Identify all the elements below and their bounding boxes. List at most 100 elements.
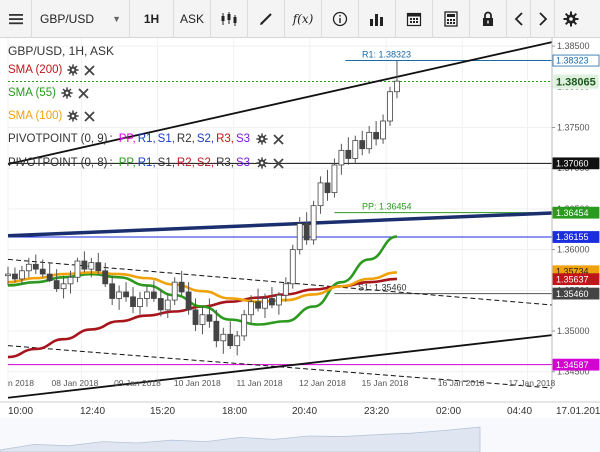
volume-icon[interactable]	[359, 0, 396, 38]
candle	[324, 169, 331, 201]
candle-down	[81, 260, 88, 270]
candle	[289, 244, 296, 289]
candle	[359, 130, 366, 156]
x-time-label: 02:00	[436, 406, 461, 417]
candle	[137, 291, 143, 315]
candle	[310, 200, 317, 245]
gear-icon[interactable]	[67, 110, 79, 122]
menu-icon[interactable]	[0, 0, 32, 38]
pivot-component: R2,	[176, 157, 195, 169]
pivot-component: S1,	[157, 157, 175, 169]
candle-down	[53, 280, 60, 290]
indicator-label[interactable]: SMA (100)	[8, 110, 63, 122]
candle-up	[171, 281, 178, 301]
close-icon[interactable]	[84, 64, 95, 76]
x-time-label: 17.01.2018	[556, 406, 600, 417]
candle-up	[262, 298, 268, 309]
price-label-bg	[552, 157, 600, 170]
candle-up	[248, 301, 255, 316]
lock-icon[interactable]	[470, 0, 507, 38]
candle-up	[394, 80, 400, 93]
pivot-component: R2,	[176, 133, 195, 145]
chart-area[interactable]: R1: 1.38323 PP: 1.36454 S1: 1.35460 1.3850…	[0, 38, 600, 452]
price-label-bg	[552, 73, 600, 90]
pivot-component: R3,	[216, 157, 234, 169]
x-date-label: 11 Jan 2018	[236, 378, 282, 388]
formula-icon[interactable]: f(x)	[285, 0, 322, 38]
candle	[275, 291, 282, 315]
indicator-label[interactable]: SMA (200)	[8, 64, 63, 76]
candle	[282, 277, 289, 302]
candle	[32, 254, 39, 275]
candle	[39, 259, 46, 278]
prev-icon[interactable]	[507, 0, 531, 38]
close-icon[interactable]	[78, 87, 89, 99]
trendline	[7, 334, 553, 399]
calculator-icon[interactable]	[433, 0, 470, 38]
pivot-label[interactable]: PIVOTPOINT (0, 8)	[8, 157, 108, 169]
x-date-label: n 2018	[8, 378, 34, 388]
price-label-text: 1.38065	[556, 77, 596, 89]
close-icon[interactable]	[273, 133, 284, 145]
candle	[171, 277, 178, 305]
candle	[234, 331, 241, 356]
y-tick-label: 1.34500	[557, 367, 590, 377]
pivot-component: S3	[236, 157, 251, 169]
price-label-text: 1.34587	[556, 360, 589, 370]
candle	[109, 275, 116, 305]
next-icon[interactable]	[531, 0, 555, 38]
candle-up	[317, 182, 324, 207]
symbol-label: GBP/USD	[40, 11, 95, 26]
price-label: 1.35637	[552, 273, 600, 286]
price-type-select[interactable]: ASK	[174, 0, 211, 38]
candle	[269, 287, 275, 309]
candle	[345, 137, 352, 165]
x-date-label: 12 Jan 2018	[299, 378, 346, 388]
draw-icon[interactable]	[248, 0, 285, 38]
candle-up	[25, 263, 32, 272]
price-chart[interactable]: R1: 1.38323 PP: 1.36454 S1: 1.35460 1.3850…	[0, 38, 600, 452]
gear-icon[interactable]	[67, 64, 79, 76]
indicator-row: SMA (55)	[8, 87, 89, 99]
price-label-text: 1.36155	[556, 232, 589, 242]
candle	[262, 293, 268, 318]
candle-up	[199, 314, 206, 325]
candle-down	[303, 223, 310, 241]
candle-down	[157, 298, 164, 311]
candle	[150, 280, 157, 302]
symbol-select[interactable]: GBP/USD ▼	[32, 0, 130, 38]
pivot-indicator-row: PIVOTPOINT (0, 8): PP, R1, S1, R2, S2, R3, S3	[8, 157, 284, 169]
candle	[338, 143, 345, 175]
y-tick-label: 1.36000	[557, 245, 590, 255]
candle-down	[150, 291, 157, 299]
gear-icon[interactable]	[256, 133, 268, 145]
close-icon[interactable]	[84, 110, 95, 122]
price-label-text: 1.35460	[556, 289, 589, 299]
price-label-bg	[552, 54, 600, 67]
settings-icon[interactable]	[555, 0, 587, 38]
calendar-icon[interactable]	[396, 0, 433, 38]
chart-type-icon[interactable]	[211, 0, 248, 38]
x-time-label: 15:20	[150, 406, 175, 417]
gear-icon[interactable]	[256, 157, 268, 169]
candle	[178, 270, 185, 296]
sma-line	[7, 271, 397, 304]
pivot-label[interactable]: PIVOTPOINT (0, 9)	[8, 133, 108, 145]
info-icon[interactable]	[322, 0, 359, 38]
candle	[317, 176, 324, 214]
pivot-component: S2,	[196, 133, 215, 145]
price-label: 1.36454	[552, 206, 600, 219]
gear-icon[interactable]	[61, 87, 73, 99]
candle	[25, 257, 32, 278]
timeframe-select[interactable]: 1H	[130, 0, 174, 38]
indicator-label[interactable]: SMA (55)	[8, 87, 56, 99]
candle-down	[46, 273, 53, 281]
pivot-component: PP,	[118, 157, 136, 169]
price-label: 1.38323	[552, 54, 600, 67]
candle	[255, 288, 261, 312]
level-annotation: R1: 1.38323	[362, 50, 411, 60]
candle	[95, 252, 102, 275]
candle-up	[60, 283, 67, 290]
close-icon[interactable]	[273, 157, 284, 169]
x-time-label: 12:40	[80, 406, 105, 417]
